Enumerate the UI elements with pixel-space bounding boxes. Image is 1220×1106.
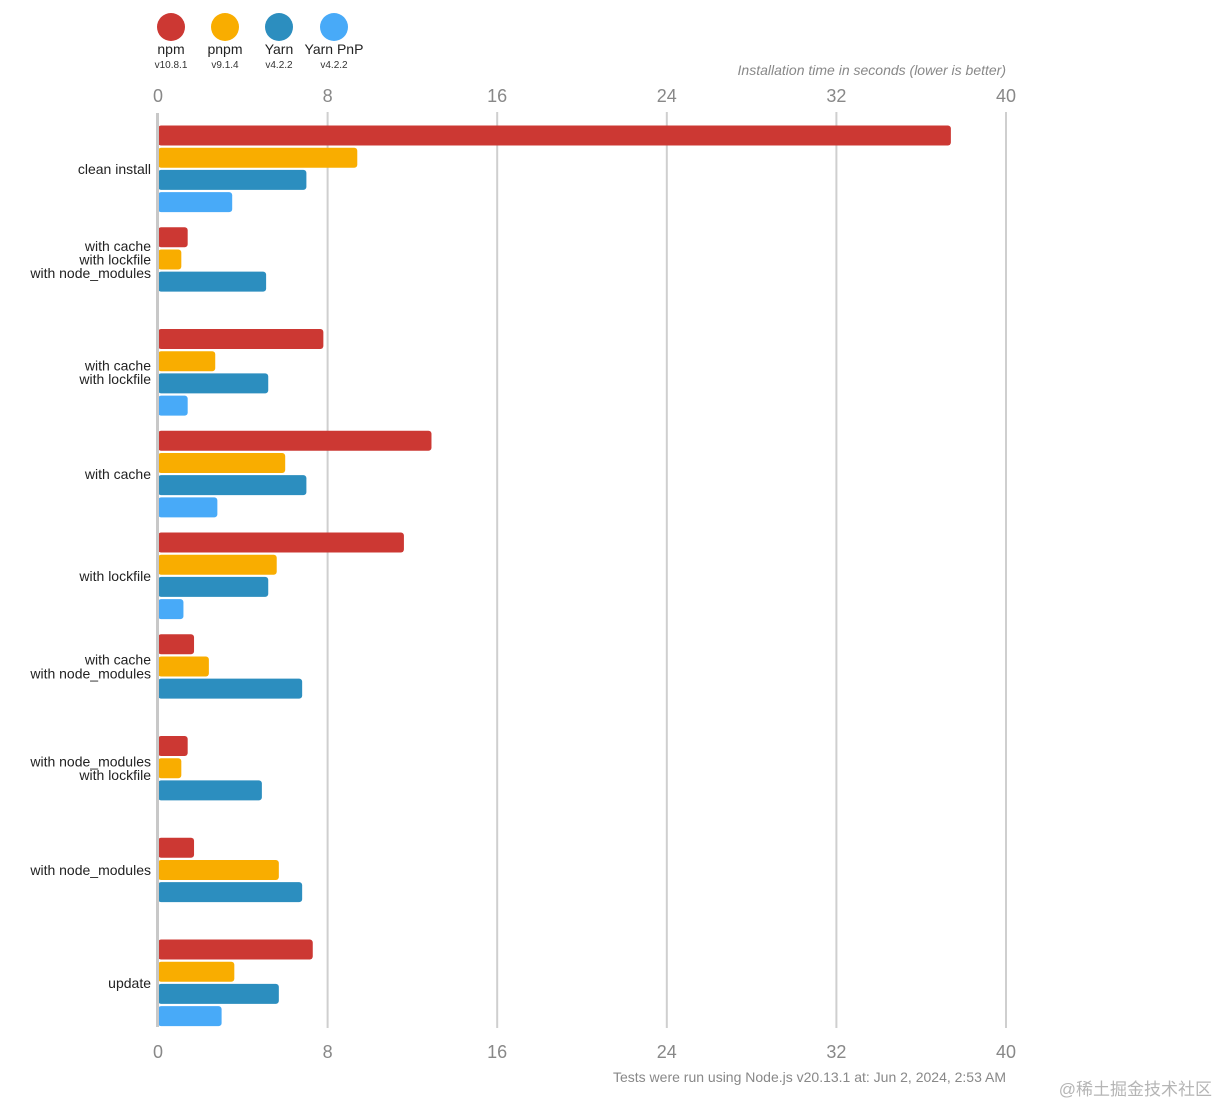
bar-npm: [158, 939, 313, 960]
legend-swatch-yarn-pnp: [320, 13, 348, 41]
tick-label-bottom: 16: [487, 1042, 507, 1062]
bottom-axis-ticks: 0 8 16 24 32 40: [153, 1042, 1016, 1062]
bar-npm: [158, 125, 951, 146]
bar-pnpm: [158, 961, 235, 982]
bar-pnpm: [158, 452, 286, 473]
tick-label-bottom: 24: [657, 1042, 677, 1062]
bar-yarn: [158, 271, 267, 292]
bar-yarn: [158, 576, 269, 597]
tick-label-top: 8: [323, 86, 333, 106]
category-label: clean install: [78, 161, 151, 177]
bar-yarn: [158, 780, 262, 801]
category-label: with node_modules: [29, 265, 151, 281]
tick-label-top: 0: [153, 86, 163, 106]
bar-pnpm: [158, 351, 216, 372]
legend-swatch-yarn: [265, 13, 293, 41]
legend-swatch-npm: [157, 13, 185, 41]
bar-yarn: [158, 475, 307, 496]
category-label: with node_modules: [29, 753, 151, 769]
bar-npm: [158, 736, 188, 756]
tick-label-bottom: 8: [323, 1042, 333, 1062]
legend-version-npm: v10.8.1: [155, 60, 188, 71]
bar-yarn-pnp: [158, 1006, 222, 1027]
legend-label-pnpm: pnpm: [207, 41, 242, 57]
bar-npm: [158, 430, 432, 451]
bar-yarn: [158, 678, 303, 699]
tick-label-top: 24: [657, 86, 677, 106]
bar-pnpm: [158, 859, 279, 880]
bar-yarn-pnp: [158, 395, 188, 416]
bar-npm: [158, 634, 195, 655]
category-label: with node_modules: [29, 665, 151, 681]
tick-label-top: 32: [826, 86, 846, 106]
category-label: with lockfile: [78, 251, 151, 267]
category-label: with cache: [84, 358, 151, 374]
category-label: with lockfile: [78, 371, 151, 387]
category-label: with node_modules: [29, 862, 151, 878]
bar-npm: [158, 532, 404, 553]
category-label: with cache: [84, 238, 151, 254]
tick-label-bottom: 32: [826, 1042, 846, 1062]
bar-yarn: [158, 882, 303, 903]
category-label: with lockfile: [78, 767, 151, 783]
grid-lines: [326, 112, 1007, 1028]
bar-pnpm: [158, 656, 209, 677]
bar-yarn-pnp: [158, 599, 184, 620]
bar-yarn: [158, 373, 269, 394]
bar-yarn-pnp: [158, 192, 233, 213]
category-label: with lockfile: [78, 568, 151, 584]
tick-label-bottom: 0: [153, 1042, 163, 1062]
bar-yarn: [158, 169, 307, 190]
category-label: with cache: [84, 466, 151, 482]
bar-yarn: [158, 983, 279, 1004]
legend-label-npm: npm: [157, 41, 184, 57]
legend-label-yarn-pnp: Yarn PnP: [305, 41, 364, 57]
legend-version-yarn: v4.2.2: [265, 60, 293, 71]
bar-pnpm: [158, 554, 277, 575]
category-label: with cache: [84, 652, 151, 668]
legend-label-yarn: Yarn: [265, 41, 294, 57]
axis-title: Installation time in seconds (lower is b…: [738, 62, 1006, 78]
legend-swatch-pnpm: [211, 13, 239, 41]
tick-label-top: 40: [996, 86, 1016, 106]
bar-pnpm: [158, 249, 182, 270]
legend: npm v10.8.1 pnpm v9.1.4 Yarn v4.2.2 Yarn PnP v4…: [155, 13, 364, 71]
bar-npm: [158, 227, 188, 248]
bar-npm: [158, 837, 195, 858]
tick-label-bottom: 40: [996, 1042, 1016, 1062]
bar-pnpm: [158, 147, 358, 168]
bar-yarn-pnp: [158, 497, 218, 518]
legend-version-yarn-pnp: v4.2.2: [320, 60, 348, 71]
bar-pnpm: [158, 758, 182, 779]
watermark: @稀土掘金技术社区: [1059, 1080, 1212, 1099]
tick-label-top: 16: [487, 86, 507, 106]
bar-npm: [158, 329, 324, 349]
legend-version-pnpm: v9.1.4: [211, 60, 239, 71]
bars: [158, 125, 951, 1027]
category-label: update: [108, 975, 151, 991]
footnote: Tests were run using Node.js v20.13.1 at…: [613, 1069, 1006, 1085]
y-axis-line: [156, 113, 159, 1027]
top-axis-ticks: 0 8 16 24 32 40: [153, 86, 1016, 106]
